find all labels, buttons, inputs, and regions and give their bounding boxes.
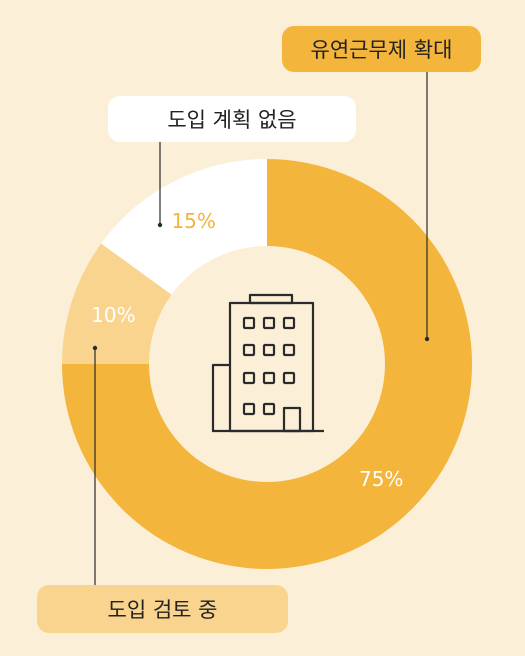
slice-no-plan (101, 159, 267, 295)
leader-dot-flexible-work (424, 336, 430, 342)
legend-label-no-plan: 도입 계획 없음 (108, 96, 356, 142)
leader-dot-under-review (92, 345, 98, 351)
slice-flexible-work (62, 159, 472, 569)
legend-label-under-review: 도입 검토 중 (37, 585, 288, 633)
building-icon (211, 293, 324, 433)
pct-label-under-review: 10% (91, 303, 135, 327)
slice-under-review (62, 243, 172, 364)
leader-dot-no-plan (157, 222, 163, 228)
pct-label-no-plan: 15% (171, 209, 215, 233)
legend-label-flexible-work: 유연근무제 확대 (282, 26, 481, 72)
pct-label-flexible-work: 75% (359, 467, 403, 491)
